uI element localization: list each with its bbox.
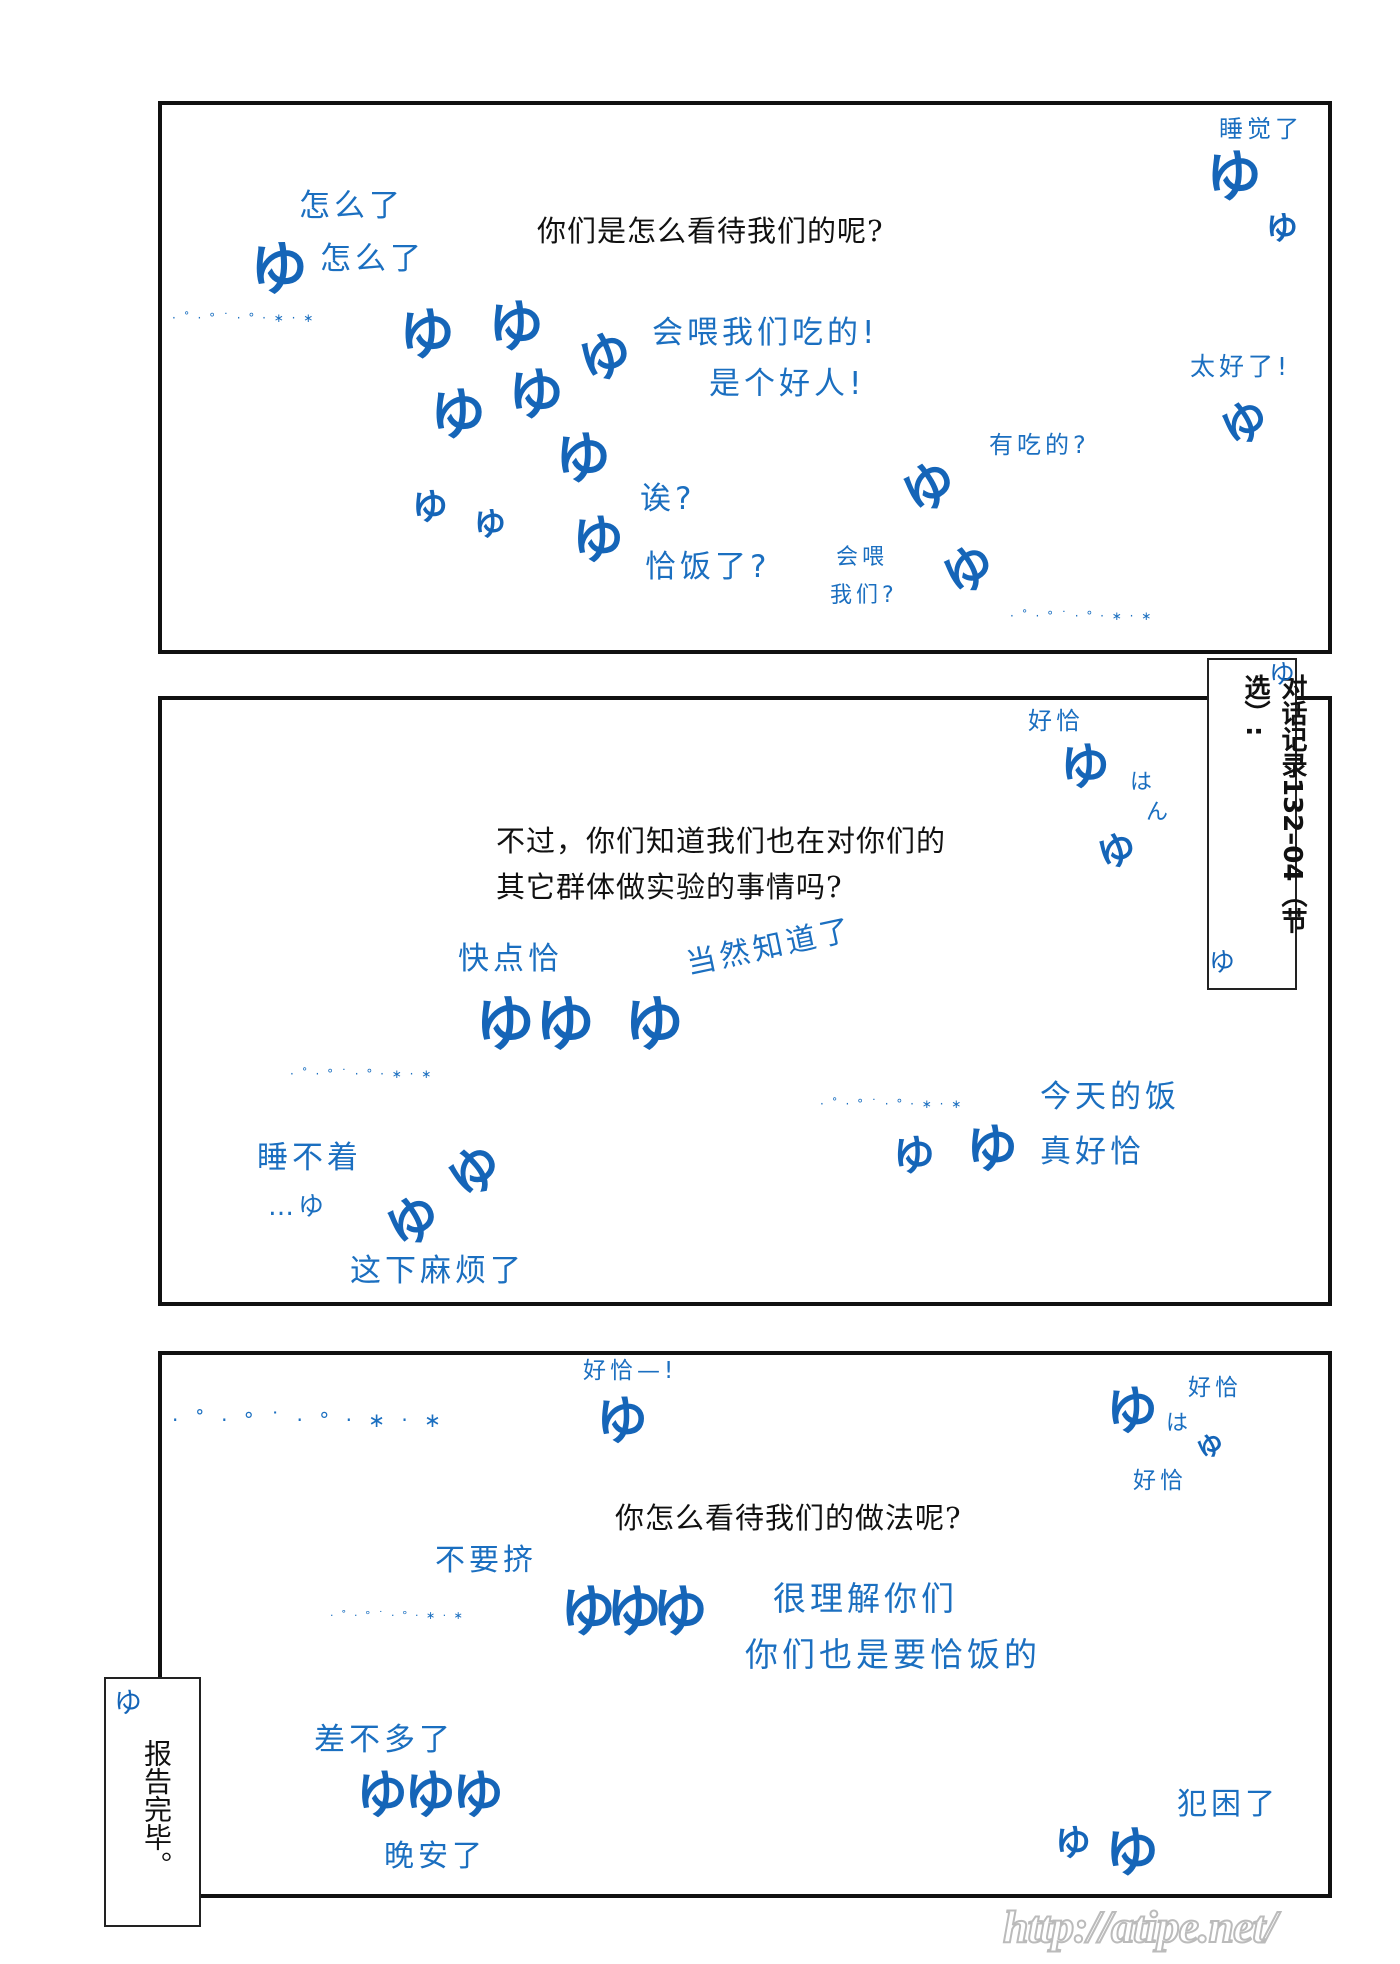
- panel3-text: 好恰—!: [583, 1358, 678, 1384]
- panel1-text: 诶?: [640, 481, 696, 517]
- yukkuri-creature: ゆ: [508, 363, 564, 428]
- panel3-text: は: [1166, 1411, 1193, 1436]
- panel2-text: 快点恰: [458, 941, 563, 977]
- panel2-text: 好恰: [1028, 707, 1084, 735]
- panel3-text: 不要挤: [435, 1543, 537, 1578]
- panel2-question-line-2: 其它群体做实验的事情吗?: [496, 870, 843, 904]
- panel3-text: 好恰: [1133, 1468, 1187, 1494]
- sparkle-trail: · ˚ · ° ˙ · ° · ∗ · ∗: [820, 1097, 964, 1111]
- sparkle-trail: · ˚ · ° ˙ · ° · ∗ · ∗: [1010, 609, 1154, 623]
- yukkuri-creature: ゆ: [966, 1120, 1019, 1180]
- yukkuri-creature: ゆ: [572, 511, 625, 571]
- panel2-text: 这下麻烦了: [350, 1253, 525, 1289]
- yukkuri-creature: ゆ: [1209, 948, 1236, 978]
- panel1-text: 怎么了: [299, 188, 404, 224]
- yukkuri-creature: ゆ: [474, 505, 507, 543]
- yukkuri-creature: ゆ: [399, 303, 455, 368]
- sparkle-trail: · ˚ · ° ˙ · ° · ∗ · ∗: [330, 1609, 465, 1622]
- yukkuri-creature: ゆ: [1269, 660, 1296, 690]
- yukkuri-creature: ゆ: [624, 990, 684, 1060]
- sparkle-trail: · ˚ · ° ˙ · ° · ∗ · ∗: [172, 311, 316, 325]
- panel1-text: 有吃的?: [989, 431, 1090, 459]
- yukkuri-creature: ゆ: [114, 1686, 143, 1719]
- panel2-text: ん: [1146, 800, 1173, 825]
- yukkuri-creature: ゆ: [596, 1392, 649, 1452]
- panel2-text: 睡不着: [257, 1140, 362, 1176]
- panel3-text: 你们也是要恰饭的: [745, 1635, 1041, 1674]
- sparkle-trail: · ˚ · ° ˙ · ° · ∗ · ∗: [290, 1067, 434, 1081]
- yukkuri-creature: ゆ: [1266, 209, 1299, 247]
- panel1-question: 你们是怎么看待我们的呢?: [537, 214, 884, 248]
- yukkuri-creature: ゆ: [412, 487, 449, 528]
- yukkuri-creature: ゆゆゆ: [560, 1580, 708, 1645]
- yukkuri-creature: ゆ: [1105, 1821, 1159, 1884]
- yukkuri-creature: ゆ: [1060, 738, 1110, 796]
- yukkuri-creature: ゆ: [893, 1131, 936, 1180]
- panel1-text: 怎么了: [320, 241, 425, 277]
- yukkuri-creature: ゆ: [555, 427, 611, 492]
- caption-text: 对话记录132–04（节选）:: [1240, 674, 1307, 934]
- comic-panel-3: [158, 1351, 1332, 1898]
- yukkuri-creature: ゆ: [488, 295, 544, 360]
- panel2-text: …ゆ: [268, 1192, 329, 1222]
- panel1-text: 会喂我们吃的!: [652, 315, 879, 351]
- yukkuri-creature: ゆ: [1206, 145, 1262, 210]
- yukkuri-creature: ゆゆゆ: [356, 1766, 504, 1826]
- panel2-text: は: [1130, 770, 1157, 795]
- caption-report-complete: ゆ 报告完毕。: [104, 1677, 201, 1927]
- panel1-text: 会喂: [836, 545, 889, 570]
- panel1-text: 太好了!: [1190, 352, 1292, 381]
- comic-panel-2: [158, 696, 1332, 1306]
- panel3-text: 很理解你们: [773, 1579, 958, 1618]
- panel3-question: 你怎么看待我们的做法呢?: [615, 1501, 962, 1535]
- comic-panel-1: [158, 101, 1332, 654]
- panel3-text: 晚安了: [384, 1839, 486, 1874]
- watermark: http://atipe.net/: [1002, 1900, 1278, 1953]
- caption-record-title: 对话记录132–04（节选）: ゆ ゆ: [1207, 658, 1307, 990]
- yukkuri-creature: ゆ: [1055, 1823, 1092, 1864]
- panel3-text: 犯困了: [1177, 1787, 1279, 1822]
- yukkuri-creature: ゆ: [430, 383, 486, 448]
- panel3-text: 好恰: [1188, 1375, 1242, 1401]
- panel2-text: 今天的饭: [1040, 1079, 1180, 1115]
- panel1-text: 睡觉了: [1219, 115, 1303, 143]
- caption-text: 报告完毕。: [140, 1739, 173, 1879]
- panel1-text: 恰饭了?: [645, 549, 771, 585]
- panel3-text: 差不多了: [314, 1722, 454, 1758]
- panel2-question-line-1: 不过，你们知道我们也在对你们的: [496, 824, 947, 858]
- yukkuri-creature: ゆ: [1106, 1382, 1159, 1442]
- panel1-text: 我们?: [830, 583, 898, 608]
- panel2-text: 真好恰: [1040, 1134, 1145, 1170]
- yukkuri-creature: ゆゆ: [475, 990, 595, 1060]
- yukkuri-creature: ゆ: [250, 235, 309, 303]
- sparkle-trail: · ˚ · ° ˙ · ° · ∗ · ∗: [172, 1408, 446, 1432]
- panel1-text: 是个好人!: [709, 366, 866, 402]
